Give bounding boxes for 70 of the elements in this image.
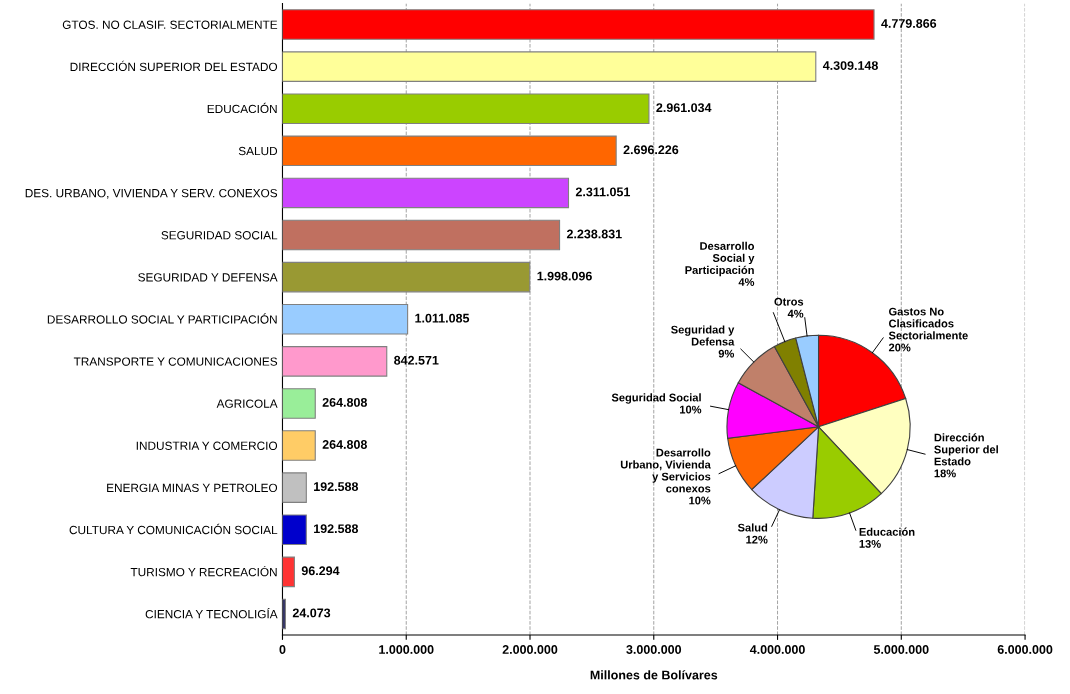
y-tick-label: SALUD <box>238 146 278 156</box>
y-tick-label: DIRECCIÓN SUPERIOR DEL ESTADO <box>70 60 278 72</box>
x-axis-title: Millones de Bolívares <box>590 670 718 680</box>
x-tick-label: 1.000.000 <box>379 645 434 654</box>
bar <box>282 261 531 293</box>
y-tick-label: TURISMO Y RECREACIÓN <box>130 565 277 577</box>
y-tick-label: SEGURIDAD SOCIAL <box>161 231 278 240</box>
bar <box>282 430 316 461</box>
y-tick-label: AGRICOLA <box>216 399 278 408</box>
data-label: 13% <box>859 539 881 548</box>
data-label: 18% <box>934 469 956 478</box>
slice-label: Seguridad Social <box>611 393 701 404</box>
data-label: 20% <box>888 343 911 352</box>
x-tick-label: 0 <box>279 645 286 654</box>
data-label: 4% <box>738 278 755 286</box>
y-tick-label: EDUCACIÓN <box>207 102 277 114</box>
bar <box>282 135 617 167</box>
bar <box>282 472 307 503</box>
bar <box>282 514 307 546</box>
slice-label: Educación <box>859 527 915 536</box>
y-tick-label: TRANSPORTE Y COMUNICACIONES <box>73 357 278 366</box>
data-label: 2.238.831 <box>566 229 622 239</box>
y-tick-label: ENERGIA MINAS Y PETROLEO <box>107 483 278 493</box>
bar <box>282 346 388 377</box>
slice-label: Seguridad y Defensa <box>671 325 735 346</box>
data-label: 1.998.096 <box>537 271 592 281</box>
slice-label: Dirección Superior del Estado <box>934 433 998 466</box>
x-tick-label: 3.000.000 <box>626 645 682 654</box>
y-tick-label: SEGURIDAD Y DEFENSA <box>138 273 278 282</box>
bar <box>282 388 316 419</box>
y-tick-label: CIENCIA Y TECNOLIGÍA <box>145 608 278 619</box>
y-tick-label: INDUSTRIA Y COMERCIO <box>136 441 278 450</box>
slice-label: Salud <box>737 523 768 532</box>
data-label: 192.588 <box>314 482 359 492</box>
data-label: 4% <box>787 309 804 318</box>
y-tick-label: DES. URBANO, VIVIENDA Y SERV. CONEXOS <box>25 188 278 199</box>
slice-label: Gastos No Clasificados Sectorialmente <box>888 307 968 340</box>
data-label: 4.309.148 <box>822 61 878 70</box>
slice-label: Desarrollo Social y Participación <box>685 241 755 277</box>
data-label: 96.294 <box>301 566 340 576</box>
bar <box>282 303 409 335</box>
bar <box>282 219 561 251</box>
data-label: 842.571 <box>394 355 439 365</box>
bar <box>282 9 875 40</box>
data-label: 1.011.085 <box>415 313 470 323</box>
data-label: 12% <box>746 535 768 544</box>
y-tick-label: DESARROLLO SOCIAL Y PARTICIPACIÓN <box>47 313 277 324</box>
bar <box>282 556 295 588</box>
slice-label: Desarrollo Urbano, Vivienda y Servicios conexos <box>620 448 711 493</box>
data-label: 9% <box>718 349 735 358</box>
data-label: 264.808 <box>322 440 367 449</box>
data-label: 2.696.226 <box>623 145 679 155</box>
bar <box>282 93 650 125</box>
x-tick-label: 2.000.000 <box>502 645 558 654</box>
bar <box>282 51 817 82</box>
data-label: 264.808 <box>322 397 367 407</box>
data-label: 10% <box>689 496 711 505</box>
x-tick-label: 5.000.000 <box>873 645 929 654</box>
data-label: 192.588 <box>314 524 359 534</box>
data-label: 2.961.034 <box>656 103 712 113</box>
y-tick-label: CULTURA Y COMUNICACIÓN SOCIAL <box>69 523 278 535</box>
data-label: 4.779.866 <box>881 19 937 28</box>
x-tick-label: 4.000.000 <box>749 645 805 654</box>
data-label: 10% <box>680 405 702 414</box>
bar <box>282 177 570 209</box>
y-tick-label: GTOS. NO CLASIF. SECTORIALMENTE <box>62 20 278 29</box>
slice-label: Otros <box>774 297 804 306</box>
data-label: 2.311.051 <box>575 187 631 197</box>
data-label: 24.073 <box>292 608 331 618</box>
x-tick-label: 6.000.000 <box>997 645 1053 654</box>
